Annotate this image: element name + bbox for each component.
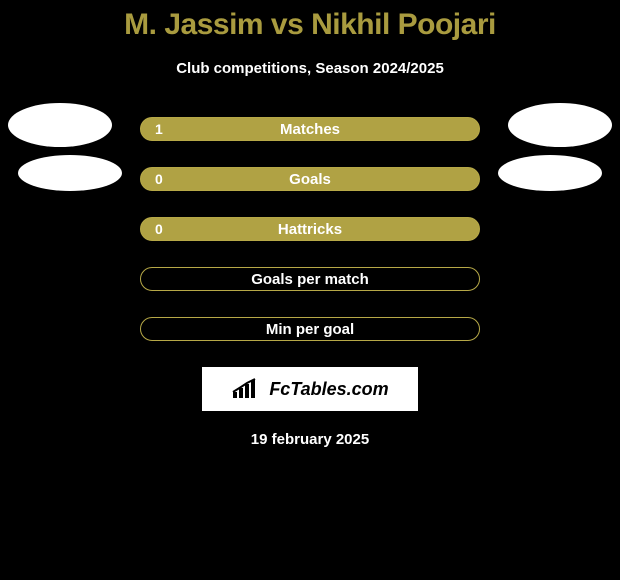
bar-chart-icon: [231, 378, 263, 400]
stat-label: Hattricks: [140, 221, 480, 238]
stat-bar-min-per-goal: Min per goal: [140, 317, 480, 341]
subtitle: Club competitions, Season 2024/2025: [0, 60, 620, 77]
stat-bar-matches: 1 Matches: [140, 117, 480, 141]
stat-label: Min per goal: [140, 321, 480, 338]
stat-row: 0 Hattricks: [0, 217, 620, 241]
brand-name: FcTables.com: [269, 379, 388, 400]
stats-block: 1 Matches 0 Goals 0 Hattricks Goals per …: [0, 117, 620, 341]
page-title: M. Jassim vs Nikhil Poojari: [0, 0, 620, 42]
stat-row: Goals per match: [0, 267, 620, 291]
stat-bar-hattricks: 0 Hattricks: [140, 217, 480, 241]
stat-label: Matches: [140, 121, 480, 138]
stat-label: Goals per match: [140, 271, 480, 288]
stat-row: Min per goal: [0, 317, 620, 341]
stat-bar-goals-per-match: Goals per match: [140, 267, 480, 291]
stat-row: 1 Matches: [0, 117, 620, 141]
comparison-card: M. Jassim vs Nikhil Poojari Club competi…: [0, 0, 620, 448]
brand-logo[interactable]: FcTables.com: [202, 367, 418, 411]
stat-label: Goals: [140, 171, 480, 188]
stat-bar-goals: 0 Goals: [140, 167, 480, 191]
stat-row: 0 Goals: [0, 167, 620, 191]
date-label: 19 february 2025: [0, 431, 620, 448]
